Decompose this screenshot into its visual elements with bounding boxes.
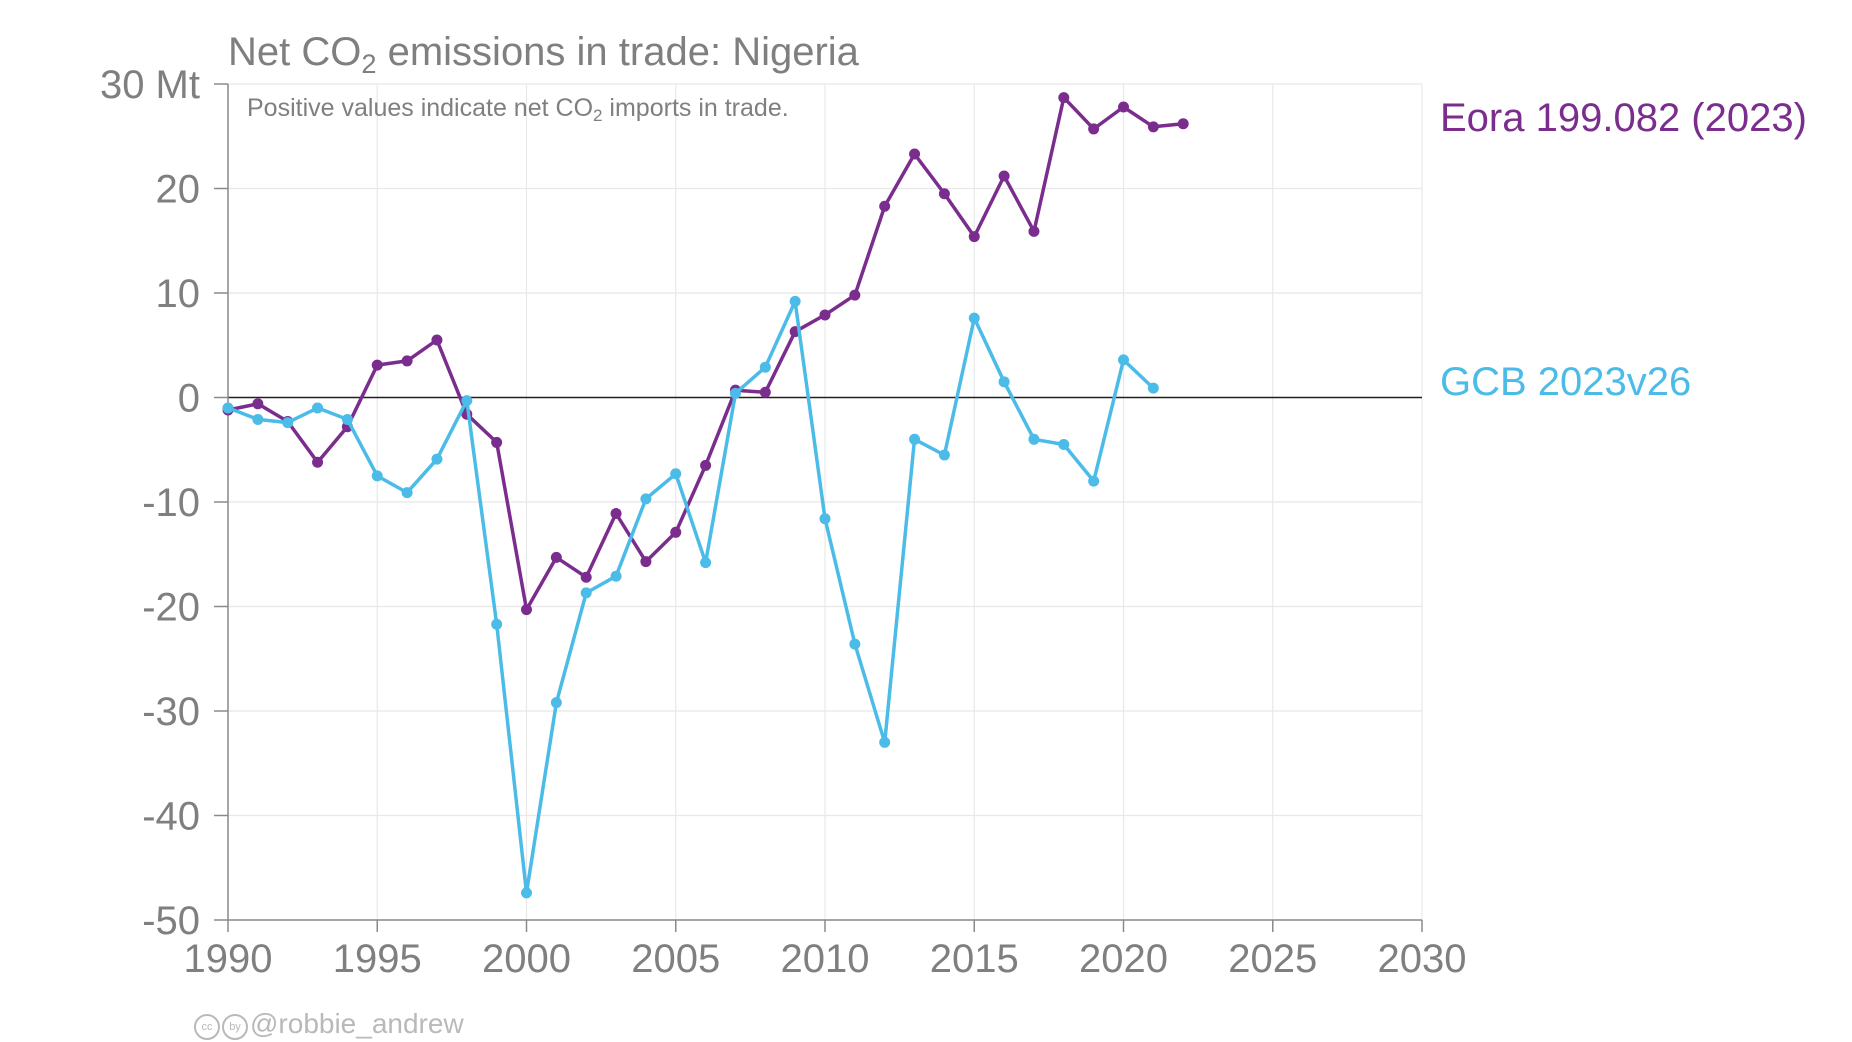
data-point bbox=[521, 887, 532, 899]
y-axis-tick-labels: -50 -40 -30 -20 -10 0 10 20 30 Mt bbox=[100, 63, 200, 943]
chart-title: Net CO2 emissions in trade: Nigeria bbox=[228, 30, 859, 80]
data-point bbox=[610, 570, 622, 582]
y-tick-label: -50 bbox=[142, 899, 200, 943]
data-point bbox=[968, 312, 980, 324]
x-tick-label: 2030 bbox=[1378, 937, 1467, 981]
x-tick-label: 2025 bbox=[1228, 937, 1317, 981]
data-point bbox=[700, 459, 712, 471]
data-point bbox=[282, 417, 294, 429]
x-tick-label: 1995 bbox=[333, 937, 422, 981]
data-point bbox=[819, 513, 831, 525]
data-point bbox=[640, 493, 652, 505]
data-point bbox=[1058, 439, 1070, 451]
data-point bbox=[1177, 118, 1189, 130]
x-tick-label: 2020 bbox=[1079, 937, 1168, 981]
data-point bbox=[1147, 382, 1159, 394]
data-point bbox=[938, 188, 950, 200]
data-point bbox=[1088, 475, 1100, 487]
data-point bbox=[909, 148, 921, 160]
data-point bbox=[968, 231, 980, 243]
creative-commons-icon: cc bbox=[194, 1014, 220, 1040]
data-point bbox=[640, 556, 652, 568]
data-point bbox=[312, 402, 324, 414]
x-tick-label: 1990 bbox=[184, 937, 273, 981]
data-point bbox=[1088, 123, 1100, 135]
y-tick-label: 20 bbox=[156, 168, 201, 212]
data-point bbox=[431, 334, 443, 346]
data-point bbox=[670, 526, 682, 538]
data-point bbox=[670, 468, 682, 480]
data-point bbox=[909, 433, 921, 445]
data-point bbox=[819, 309, 831, 321]
data-point bbox=[1058, 92, 1070, 104]
y-tick-label: -10 bbox=[142, 481, 200, 525]
credit: cc by @robbie_andrew bbox=[194, 1008, 464, 1040]
data-point bbox=[431, 453, 443, 465]
y-tick-label: -40 bbox=[142, 795, 200, 839]
data-point bbox=[879, 736, 891, 748]
series-gcb bbox=[222, 295, 1159, 899]
data-point bbox=[1118, 101, 1129, 113]
x-tick-label: 2000 bbox=[482, 937, 571, 981]
data-point bbox=[849, 638, 861, 650]
x-tick-label: 2005 bbox=[631, 937, 720, 981]
x-axis-tick-labels: 1990 1995 2000 2005 2010 2015 2020 2025 2030 bbox=[184, 937, 1467, 981]
data-point bbox=[580, 587, 592, 599]
data-point bbox=[938, 449, 950, 461]
data-point bbox=[252, 398, 264, 410]
data-point bbox=[849, 289, 861, 301]
data-point bbox=[401, 487, 413, 499]
y-tick-label: -30 bbox=[142, 690, 200, 734]
data-point bbox=[461, 395, 473, 407]
data-point bbox=[550, 551, 562, 563]
data-point bbox=[759, 361, 771, 373]
series-label-eora: Eora 199.082 (2023) bbox=[1440, 96, 1807, 140]
y-tick-label: -20 bbox=[142, 586, 200, 630]
chart-subtitle: Positive values indicate net CO2 imports… bbox=[247, 94, 789, 126]
data-point bbox=[789, 295, 801, 307]
x-tick-label: 2015 bbox=[930, 937, 1019, 981]
y-tick-label: 10 bbox=[156, 272, 201, 316]
series-eora bbox=[222, 92, 1189, 616]
data-point bbox=[998, 170, 1010, 182]
data-point bbox=[521, 604, 532, 616]
data-point bbox=[550, 697, 562, 709]
data-point bbox=[371, 470, 383, 482]
data-point bbox=[491, 436, 503, 448]
data-point bbox=[222, 402, 234, 414]
data-point bbox=[729, 387, 741, 399]
series-line bbox=[227, 299, 1155, 895]
data-point bbox=[252, 413, 264, 425]
data-point bbox=[1118, 354, 1129, 366]
data-point bbox=[610, 507, 622, 519]
series-line bbox=[227, 95, 1184, 612]
data-point bbox=[580, 571, 592, 583]
data-point bbox=[341, 413, 353, 425]
axes bbox=[214, 83, 1423, 932]
data-point bbox=[759, 386, 771, 398]
series-label-gcb: GCB 2023v26 bbox=[1440, 360, 1692, 404]
data-point bbox=[1147, 121, 1159, 133]
data-point bbox=[312, 456, 324, 468]
data-point bbox=[371, 359, 383, 371]
data-point bbox=[401, 355, 413, 367]
data-point bbox=[491, 618, 503, 630]
credit-handle: @robbie_andrew bbox=[250, 1008, 464, 1039]
attribution-icon: by bbox=[222, 1014, 248, 1040]
data-point bbox=[1028, 433, 1040, 445]
data-point bbox=[998, 376, 1010, 388]
y-tick-label: 0 bbox=[178, 377, 200, 421]
series-group bbox=[222, 92, 1189, 899]
data-point bbox=[879, 200, 891, 212]
data-point bbox=[1028, 225, 1040, 237]
data-point bbox=[700, 557, 712, 569]
gridlines bbox=[227, 83, 1423, 921]
x-tick-label: 2010 bbox=[781, 937, 870, 981]
y-tick-label: 30 Mt bbox=[100, 63, 200, 107]
